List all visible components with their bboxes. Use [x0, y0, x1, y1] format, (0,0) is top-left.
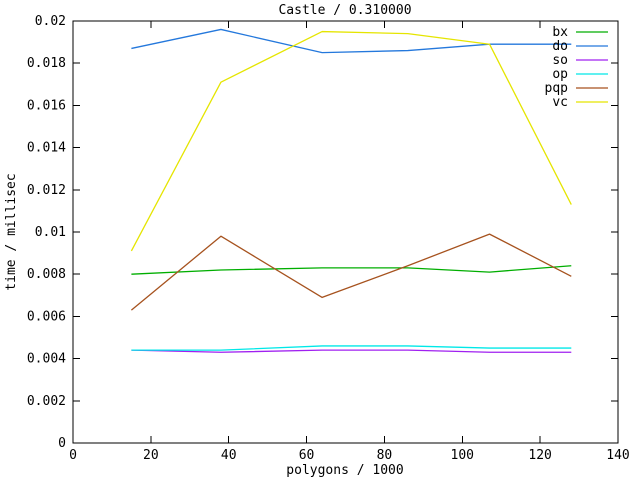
x-axis-label: polygons / 1000 [286, 463, 403, 478]
plot-border [72, 20, 619, 444]
legend-label-so: so [552, 53, 568, 68]
x-tick-label: 0 [69, 448, 77, 463]
y-tick-label: 0.006 [27, 309, 66, 324]
series-line-pqp [130, 233, 572, 311]
y-tick-label: 0.018 [27, 56, 66, 71]
y-tick-label: 0.01 [35, 225, 66, 240]
series-line-vc [130, 30, 572, 252]
x-tick-label: 20 [143, 448, 159, 463]
series-line-bx [131, 265, 572, 275]
x-tick-label: 60 [299, 448, 315, 463]
y-axis-label: time / millisec [4, 173, 19, 290]
x-tick-label: 40 [221, 448, 237, 463]
legend-label-do: do [552, 39, 568, 54]
x-tick-label: 80 [377, 448, 393, 463]
series-line-so [131, 349, 572, 353]
plot-frame [72, 20, 619, 444]
legend-label-vc: vc [552, 95, 568, 110]
axis-ticks: 0 20 40 60 80 100 120 140 0 0.002 0.004 0.006 0.008 0… [27, 14, 630, 463]
y-tick-label: 0 [58, 436, 66, 451]
y-tick-label: 0.004 [27, 352, 66, 367]
y-tick-label: 0.02 [35, 14, 66, 29]
y-tick-label: 0.014 [27, 141, 66, 156]
legend-label-pqp: pqp [545, 81, 569, 96]
x-tick-label: 140 [606, 448, 629, 463]
x-tick-label: 120 [528, 448, 551, 463]
series-lines [130, 28, 572, 353]
legend-label-bx: bx [552, 25, 568, 40]
y-tick-label: 0.016 [27, 98, 66, 113]
series-line-op [131, 345, 572, 351]
x-tick-label: 100 [451, 448, 474, 463]
chart-title: Castle / 0.310000 [278, 3, 411, 18]
y-tick-label: 0.002 [27, 394, 66, 409]
y-tick-label: 0.008 [27, 267, 66, 282]
y-tick-label: 0.012 [27, 183, 66, 198]
series-line-do [131, 28, 572, 54]
legend-label-op: op [552, 67, 568, 82]
